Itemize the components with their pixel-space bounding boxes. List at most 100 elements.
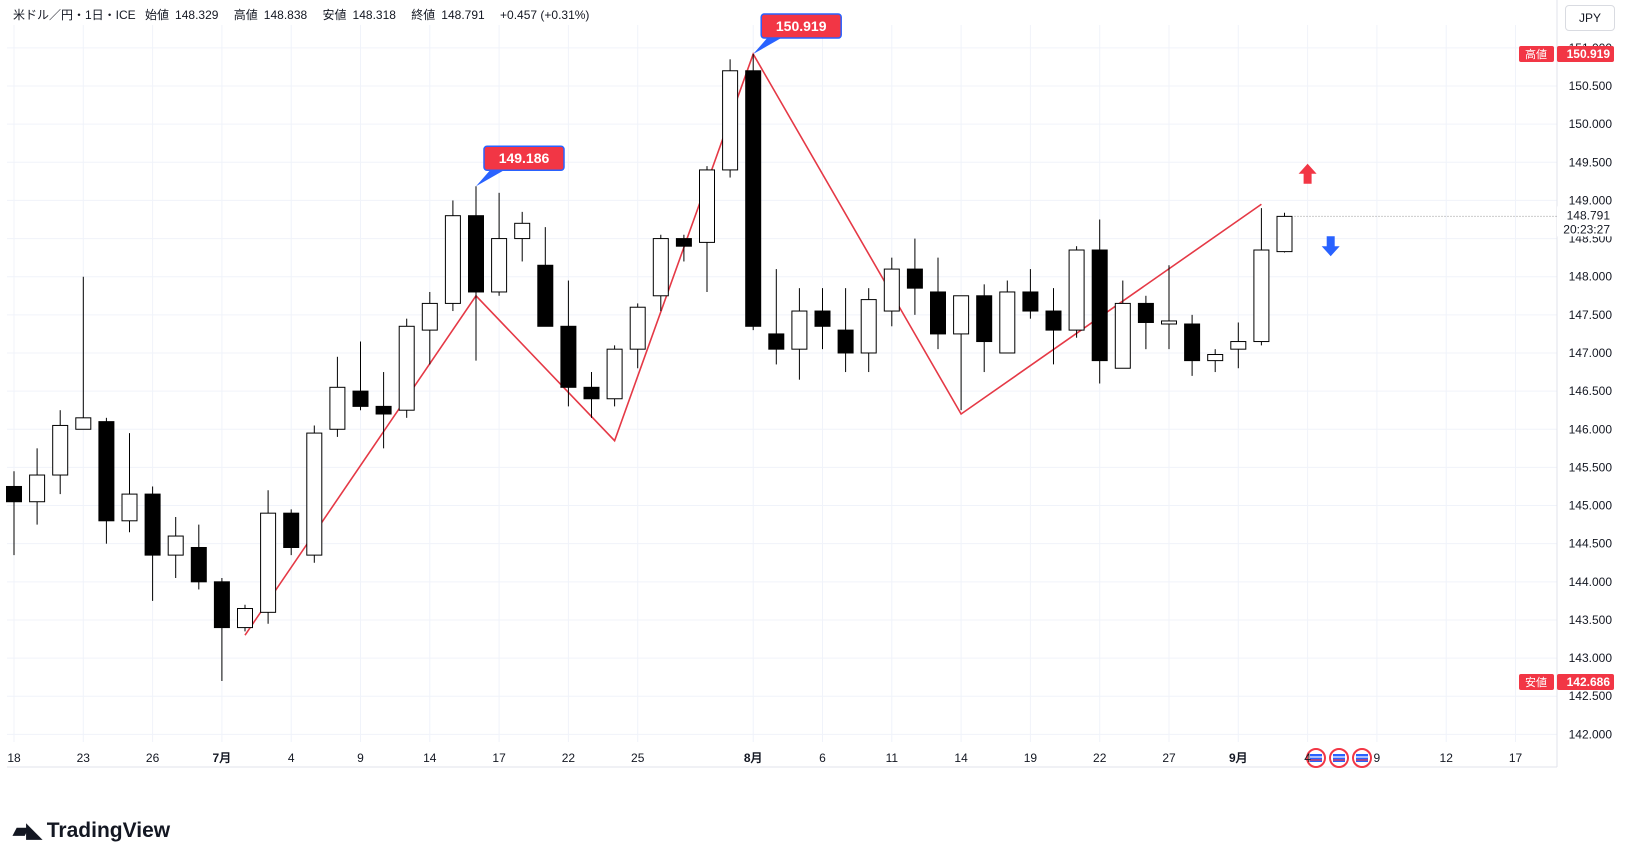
candle-body: [791, 310, 808, 350]
candle: [1207, 349, 1224, 373]
price-badge-value-bg: [1557, 46, 1614, 63]
signal-down-arrow: [1321, 236, 1340, 257]
close-value: 148.791: [441, 8, 485, 22]
candle: [606, 345, 623, 407]
candle: [1230, 322, 1247, 369]
candle-body: [468, 215, 484, 293]
price-badge-label-bg: [1519, 46, 1554, 63]
x-tick-label: 9: [357, 751, 364, 765]
event-flag-icon: [1306, 748, 1326, 768]
candle-body: [190, 546, 207, 583]
candle: [860, 288, 877, 373]
candle-body: [1114, 302, 1131, 369]
x-tick-label: 17: [1509, 751, 1523, 765]
event-flag-icon: [1352, 748, 1372, 768]
candle-body: [514, 222, 531, 240]
candle: [791, 288, 808, 380]
callout-pointer: [753, 38, 782, 55]
candle: [75, 276, 92, 430]
x-tick-label: 18: [7, 751, 21, 765]
candle-body: [421, 302, 438, 331]
candle: [468, 186, 484, 361]
candle-body: [283, 512, 300, 548]
y-tick-label: 149.000: [1569, 193, 1613, 207]
chart-header: 米ドル／円・1日・ICE 始値 148.329 高値 148.838 安値 148.3…: [13, 6, 595, 23]
last-price-bg: [1557, 206, 1614, 237]
candle: [121, 433, 138, 533]
candle: [6, 471, 22, 556]
price-badge-value-bg: [1557, 674, 1614, 691]
candle: [1114, 280, 1131, 369]
candle: [352, 341, 369, 411]
x-tick-label: 4: [288, 751, 295, 765]
candle-body: [52, 424, 69, 476]
y-tick-label: 145.000: [1569, 499, 1613, 513]
candle-body: [352, 390, 369, 407]
y-tick-label: 143.500: [1569, 613, 1613, 627]
candle: [375, 372, 392, 449]
candle: [976, 284, 993, 373]
candle: [514, 211, 531, 262]
candle: [213, 578, 230, 681]
candle-body: [144, 493, 161, 556]
candle: [675, 234, 692, 262]
callout-box: [760, 13, 842, 39]
candle-body: [1045, 310, 1062, 331]
candle: [444, 200, 461, 312]
candle: [98, 417, 115, 544]
x-tick-label: 27: [1162, 751, 1176, 765]
candle-body: [444, 215, 461, 304]
currency-button[interactable]: JPY: [1565, 5, 1615, 31]
symbol-label[interactable]: 米ドル／円・1日・ICE: [13, 8, 136, 22]
candle-body: [606, 348, 623, 400]
flag-field: [1310, 754, 1322, 762]
candle-body: [953, 295, 970, 335]
x-tick-label: 23: [77, 751, 91, 765]
x-tick-label: 17: [492, 751, 506, 765]
candle-body: [237, 608, 253, 629]
x-tick-label: 7月: [213, 751, 232, 765]
candle-body: [491, 238, 508, 293]
candlestick-chart[interactable]: 149.186 150.919 142.000 142.500 143.000 143.5…: [0, 0, 1627, 790]
y-tick-label: 148.000: [1569, 270, 1613, 284]
high-label: 高値: [233, 8, 258, 22]
y-tick-label: 150.000: [1569, 117, 1613, 131]
candle: [167, 516, 184, 579]
candle-body: [860, 299, 877, 354]
callout-box: [483, 145, 565, 171]
price-badge: 高値 150.919: [1519, 46, 1614, 63]
candle: [722, 59, 739, 178]
x-tick-label: 19: [1024, 751, 1038, 765]
y-tick-label: 146.000: [1569, 422, 1613, 436]
tradingview-logo[interactable]: ▰◣ TradingView: [13, 818, 170, 843]
candle-body: [1253, 249, 1270, 343]
candle: [1068, 246, 1085, 338]
candle-body: [583, 386, 600, 400]
candle-body: [906, 268, 923, 289]
candle: [537, 227, 554, 327]
y-tick-label: 147.000: [1569, 346, 1613, 360]
peak-callout: 149.186: [476, 145, 565, 187]
candle-body: [699, 169, 715, 243]
high-value: 148.838: [263, 8, 308, 22]
candle-body: [1230, 341, 1247, 350]
candle: [1091, 219, 1108, 384]
candle-body: [1184, 323, 1201, 362]
y-tick-label: 146.500: [1569, 384, 1613, 398]
tradingview-logo-icon: ▰◣: [13, 820, 42, 842]
y-tick-label: 142.000: [1569, 727, 1613, 741]
candle: [883, 257, 900, 327]
x-tick-label: 22: [1093, 751, 1107, 765]
peak-callout: 150.919: [753, 13, 842, 55]
candle-body: [837, 329, 854, 354]
candle-body: [6, 485, 22, 503]
candle: [190, 524, 207, 590]
candle-body: [167, 535, 184, 556]
y-tick-label: 145.500: [1569, 460, 1613, 474]
candle: [144, 486, 161, 601]
flag-field: [1356, 754, 1368, 762]
flag-field: [1333, 754, 1345, 762]
y-tick-label: 149.500: [1569, 155, 1613, 169]
candle-body: [98, 421, 115, 522]
